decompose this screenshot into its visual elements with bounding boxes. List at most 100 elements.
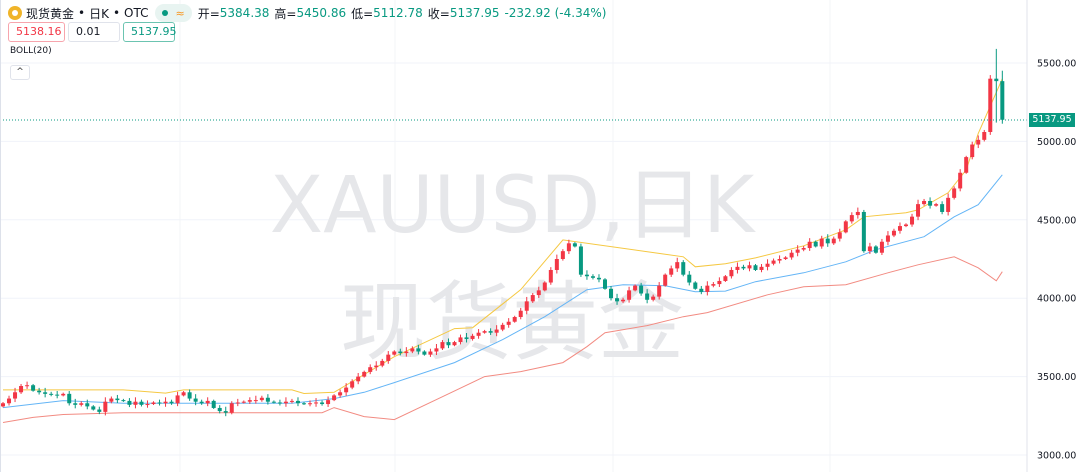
candle-body: [265, 397, 270, 402]
candle-body: [350, 381, 355, 388]
candle-body: [73, 403, 78, 405]
candle-body: [994, 78, 999, 82]
candle-body: [801, 248, 806, 250]
candle-body: [584, 274, 589, 277]
candle-body: [693, 282, 698, 289]
candle-body: [789, 252, 794, 258]
collapse-indicators-button[interactable]: ^: [10, 65, 30, 80]
candle-body: [982, 131, 987, 140]
candle-body: [879, 241, 884, 253]
candle-body: [554, 259, 559, 270]
low-label: 低=: [351, 6, 374, 21]
candle-body: [187, 392, 192, 399]
candle-body: [934, 204, 939, 206]
symbol-header: 现货黄金 • 日K • OTC ≈ 开= 5384.38 高= 5450.86 低=…: [8, 4, 611, 22]
candle-body: [157, 402, 162, 404]
candle-body: [332, 395, 337, 401]
candle-body: [271, 401, 276, 403]
candle-body: [560, 251, 565, 259]
candle-body: [440, 342, 445, 349]
candle-body: [916, 204, 921, 217]
candle-body: [928, 200, 933, 206]
change-value: -232.92 (-4.34%): [504, 6, 607, 20]
quantity-input[interactable]: 0.01: [68, 22, 120, 42]
candle-body: [211, 400, 216, 408]
candle-body: [229, 403, 234, 413]
candle-body: [566, 243, 571, 252]
candle-body: [572, 243, 577, 247]
candle-body: [645, 293, 650, 300]
price-tick-label: 4000.00: [1037, 294, 1076, 305]
candle-body: [277, 402, 282, 404]
price-tick-label: 4500.00: [1037, 215, 1076, 226]
candle-body: [771, 260, 776, 264]
candle-body: [524, 301, 529, 311]
candle-body: [506, 321, 511, 325]
candle-body: [897, 226, 902, 231]
candle-body: [663, 274, 668, 286]
candle-body: [681, 262, 686, 275]
exchange: OTC: [124, 6, 149, 20]
candle-body: [627, 290, 632, 300]
candle-body: [398, 351, 403, 354]
price-axis[interactable]: 5500.00 5000.00 4500.00 4000.00 3500.00 3000.…: [1037, 59, 1076, 462]
candle-body: [356, 376, 361, 382]
candle-body: [175, 395, 180, 404]
candle-body: [952, 188, 957, 198]
candle-body: [482, 331, 487, 333]
close-label: 收=: [427, 6, 450, 21]
candle-body: [422, 351, 427, 355]
candle-body: [717, 280, 722, 285]
candle-body: [873, 246, 878, 253]
candle-body: [338, 392, 343, 396]
candle-body: [910, 216, 915, 225]
open-label: 开=: [197, 6, 220, 21]
candle-body: [753, 265, 758, 270]
candle-body: [590, 276, 595, 278]
candle-body: [49, 393, 54, 395]
symbol-name[interactable]: 现货黄金: [26, 6, 75, 21]
candle-body: [615, 298, 620, 302]
candle-body: [452, 342, 457, 346]
price-tick-label: 3500.00: [1037, 372, 1076, 383]
candle-body: [494, 329, 499, 333]
watermark-line2: 现货黄金: [340, 273, 684, 373]
candle-body: [446, 342, 451, 346]
candle-body: [777, 259, 782, 261]
status-pill[interactable]: ≈: [154, 4, 192, 22]
candle-body: [308, 403, 313, 405]
candle-body: [61, 393, 66, 396]
candle-body: [639, 285, 644, 294]
candle-body: [536, 290, 541, 296]
candle-body: [609, 288, 614, 299]
candle-body: [115, 398, 120, 401]
candle-body: [91, 406, 96, 410]
indicator-label[interactable]: BOLL(20): [10, 46, 52, 56]
market-open-dot-icon: [161, 10, 168, 16]
candle-body: [85, 403, 90, 407]
candle-body: [67, 393, 72, 404]
candle-body: [368, 367, 373, 372]
sell-button[interactable]: 5138.16: [8, 22, 65, 42]
candle-body: [867, 246, 872, 252]
candle-body: [657, 285, 662, 297]
candle-body: [289, 400, 294, 402]
approx-equal-icon: ≈: [175, 6, 185, 20]
candle-body: [55, 394, 60, 396]
candle-body: [711, 284, 716, 286]
candle-body: [169, 401, 174, 404]
candle-body: [25, 385, 30, 387]
candle-body: [518, 310, 523, 318]
candle-body: [434, 348, 439, 352]
candle-body: [861, 211, 866, 252]
open-value: 5384.38: [219, 6, 270, 20]
candle-body: [362, 371, 367, 377]
interval[interactable]: 日K: [89, 6, 109, 21]
candle-body: [970, 144, 975, 158]
candle-body: [603, 279, 607, 289]
candle-body: [464, 337, 469, 339]
buy-button[interactable]: 5137.95: [123, 22, 177, 42]
candle-body: [151, 402, 156, 405]
candle-body: [729, 269, 734, 277]
